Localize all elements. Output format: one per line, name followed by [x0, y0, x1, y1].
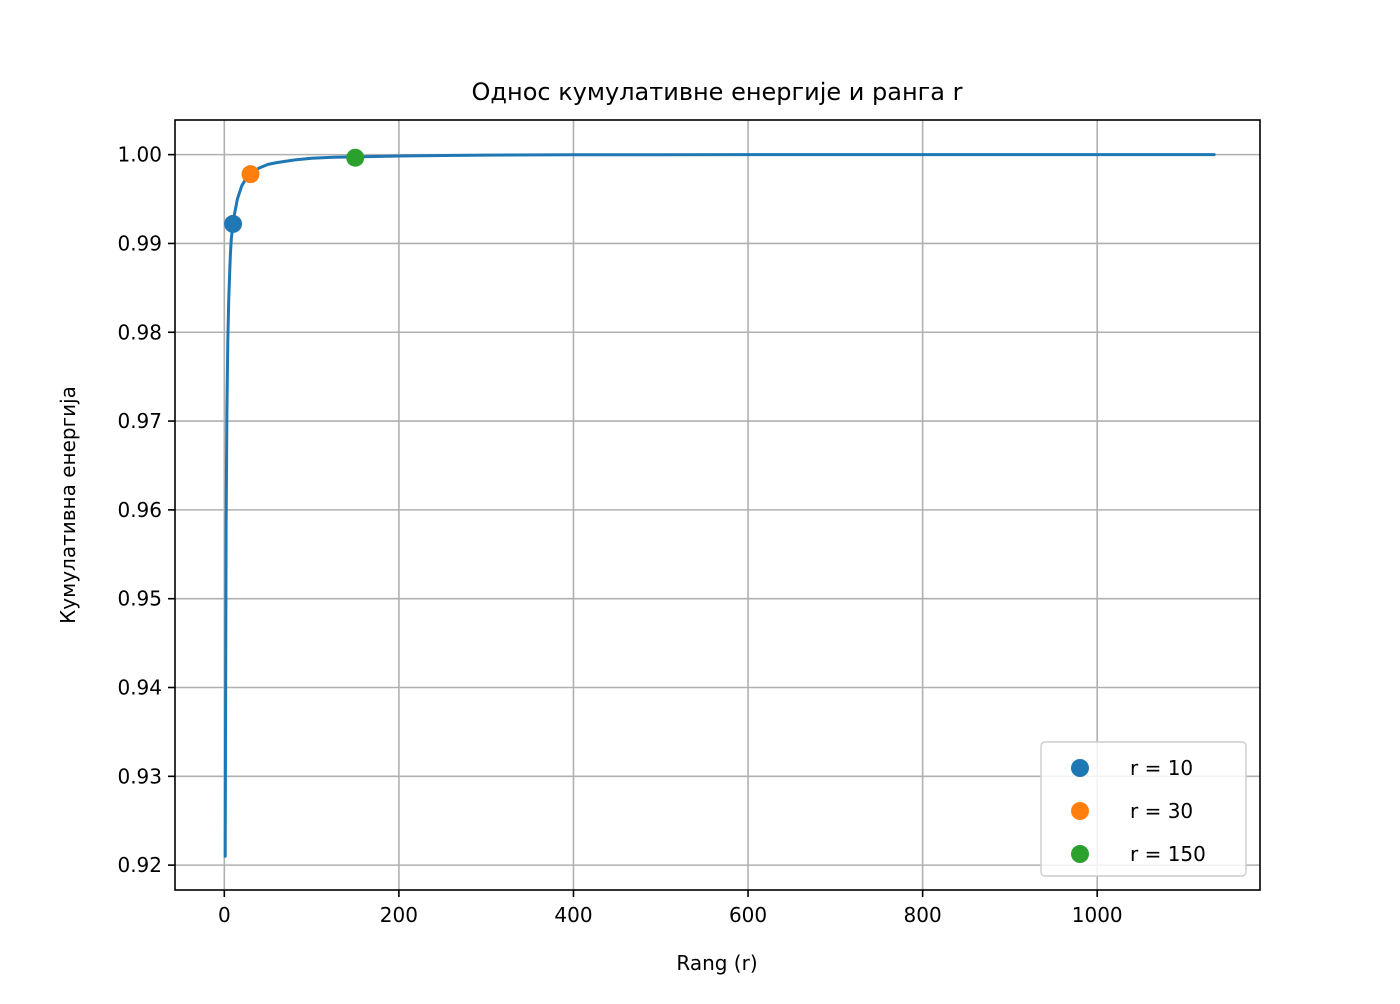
x-tick-label: 1000	[1072, 903, 1123, 927]
y-tick-label: 0.96	[117, 498, 162, 522]
y-tick-label: 0.94	[117, 676, 162, 700]
x-tick-label: 800	[904, 903, 942, 927]
x-tick-label: 400	[554, 903, 592, 927]
legend-label: r = 10	[1130, 756, 1193, 780]
marker-point-r-30	[241, 165, 260, 184]
cumulative-energy-line	[223, 153, 1216, 858]
tick-layer: 0 200 400 600 800 1000 0.92 0.93 0.94 0.95 0.96 0.9…	[117, 143, 1122, 927]
y-tick-label: 0.93	[117, 764, 162, 788]
marker-point-r-10	[224, 214, 243, 233]
legend-marker	[1071, 759, 1089, 777]
x-axis-label: Rang (r)	[676, 951, 757, 975]
y-tick-label: 0.99	[117, 231, 162, 255]
legend-label: r = 30	[1130, 799, 1193, 823]
legend-frame	[1040, 741, 1247, 877]
y-tick-label: 0.98	[117, 320, 162, 344]
legend-entries: r = 10 r = 30 r = 150	[1071, 756, 1206, 866]
marker-point-r-150	[346, 148, 365, 167]
x-tick-label: 0	[218, 903, 231, 927]
legend-marker	[1071, 802, 1089, 820]
legend-marker	[1071, 845, 1089, 863]
x-tick-label: 200	[380, 903, 418, 927]
axes-frame	[174, 119, 1261, 891]
x-tick-label: 600	[729, 903, 767, 927]
y-axis-label: Кумулативна енергија	[56, 386, 80, 624]
y-tick-label: 0.92	[117, 853, 162, 877]
legend: r = 10 r = 30 r = 150	[1040, 741, 1247, 877]
y-tick-label: 1.00	[117, 143, 162, 167]
plot-layer	[223, 148, 1216, 858]
chart-title: Однос кумулативне енергије и ранга r	[472, 78, 963, 106]
y-tick-label: 0.97	[117, 409, 162, 433]
legend-label: r = 150	[1130, 842, 1206, 866]
y-tick-label: 0.95	[117, 587, 162, 611]
